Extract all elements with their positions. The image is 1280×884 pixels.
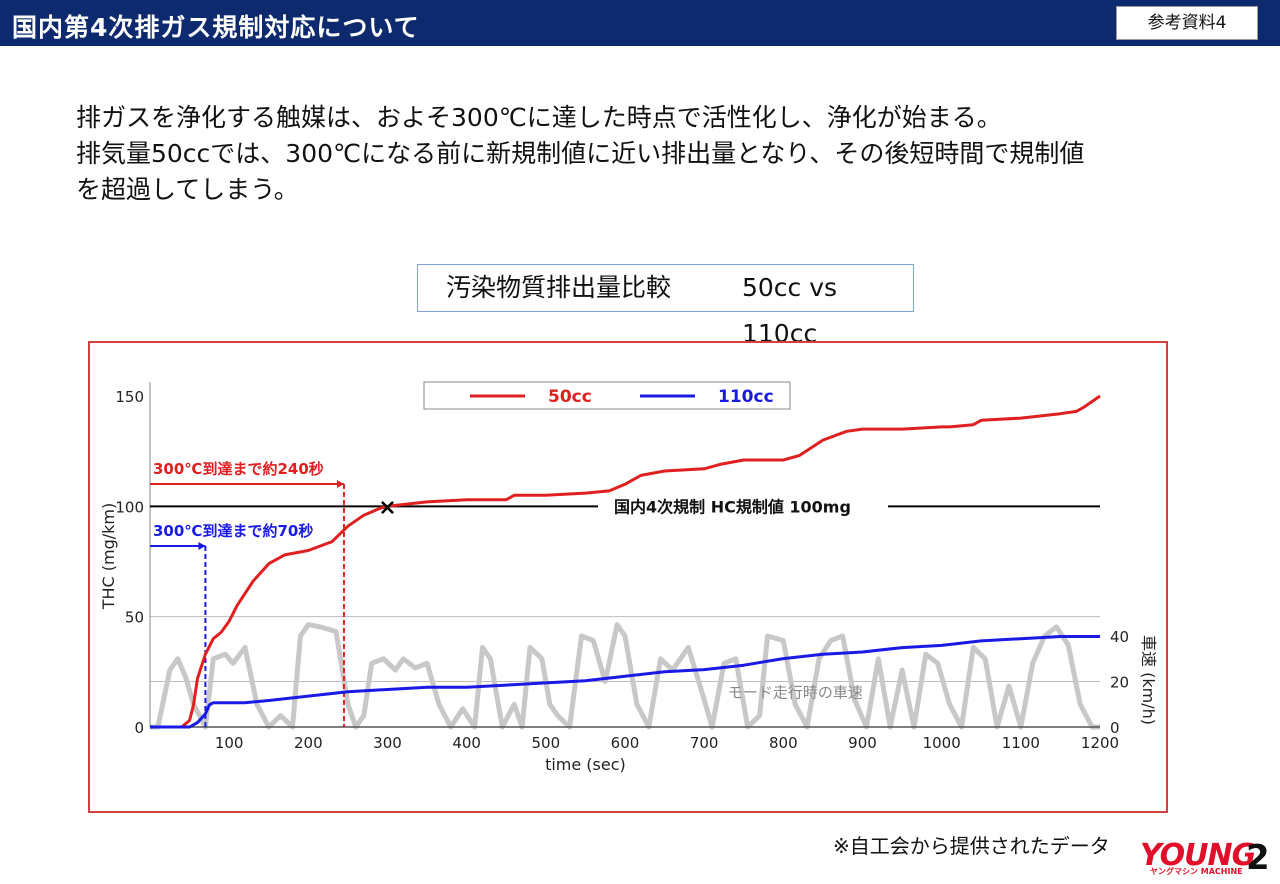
x-tick-label: 800	[769, 734, 798, 752]
footnote: ※自工会から提供されたデータ	[833, 834, 1110, 858]
x-axis-label: time (sec)	[545, 755, 626, 774]
chart-title-main: 汚染物質排出量比較	[446, 273, 672, 302]
intro-line-2: 排気量50ccでは、300℃になる前に新規制値に近い排出量となり、その後短時間で…	[76, 139, 1085, 168]
y-axis-label: THC (mg/km)	[99, 503, 118, 611]
x-tick-label: 1200	[1081, 734, 1119, 752]
regulation-label-bg	[598, 493, 888, 520]
intro-line-1: 排ガスを浄化する触媒は、およそ300℃に達した時点で活性化し、浄化が始まる。	[76, 103, 1002, 132]
x-tick-label: 100	[215, 734, 244, 752]
x-tick-label: 1100	[1002, 734, 1040, 752]
series-line-50cc	[150, 394, 1101, 729]
y2-tick-label: 20	[1110, 674, 1129, 692]
reference-tag: 参考資料4	[1116, 6, 1258, 40]
y-tick-label: 50	[125, 609, 144, 627]
x-tick-label: 700	[690, 734, 719, 752]
y2-tick-label: 0	[1110, 719, 1120, 737]
header-bar: 国内第4次排ガス規制対応について 参考資料4	[0, 0, 1280, 46]
annotation-arrowhead	[198, 542, 206, 550]
regulation-label: 国内4次規制 HC規制値 100mg	[614, 497, 851, 516]
intro-line-3: を超過してしまう。	[76, 175, 299, 204]
crossing-marker: ×	[378, 495, 396, 520]
x-tick-label: 400	[452, 734, 481, 752]
chart-title-sub: 50cc vs 110cc	[742, 273, 838, 348]
series-line-110cc	[150, 635, 1100, 729]
x-tick-label: 300	[373, 734, 402, 752]
x-tick-label: 600	[611, 734, 640, 752]
y2-axis-label: 車速 (km/h)	[1139, 635, 1158, 725]
page-title: 国内第4次排ガス規制対応について	[12, 13, 420, 42]
speed-profile-label: モード走行時の車速	[728, 684, 863, 702]
annotation-arrowhead	[336, 480, 344, 488]
y-tick-label: 100	[115, 498, 144, 516]
x-tick-label: 1000	[923, 734, 961, 752]
y-tick-label: 0	[134, 719, 144, 737]
y-tick-label: 150	[115, 388, 144, 406]
intro-text: 排ガスを浄化する触媒は、およそ300℃に達した時点で活性化し、浄化が始まる。 排…	[76, 100, 1084, 208]
x-tick-label: 900	[848, 734, 877, 752]
page-number: 2	[1246, 838, 1270, 878]
x-tick-label: 200	[294, 734, 323, 752]
annotation-label: 300℃到達まで約240秒	[153, 460, 324, 478]
brand-logo-sub: ヤングマシン MACHINE	[1150, 867, 1243, 876]
x-tick-label: 500	[532, 734, 561, 752]
chart-title-box: 汚染物質排出量比較 50cc vs 110cc	[417, 264, 914, 348]
brand-logo: YOUNG	[1140, 838, 1256, 873]
legend-label-110cc: 110cc	[718, 387, 774, 407]
logo-text: YOUNG	[1140, 838, 1256, 873]
chart-frame	[88, 341, 1168, 813]
annotation-label: 300℃到達まで約70秒	[153, 522, 313, 540]
legend-label-50cc: 50cc	[548, 387, 592, 407]
y2-tick-label: 40	[1110, 628, 1129, 646]
